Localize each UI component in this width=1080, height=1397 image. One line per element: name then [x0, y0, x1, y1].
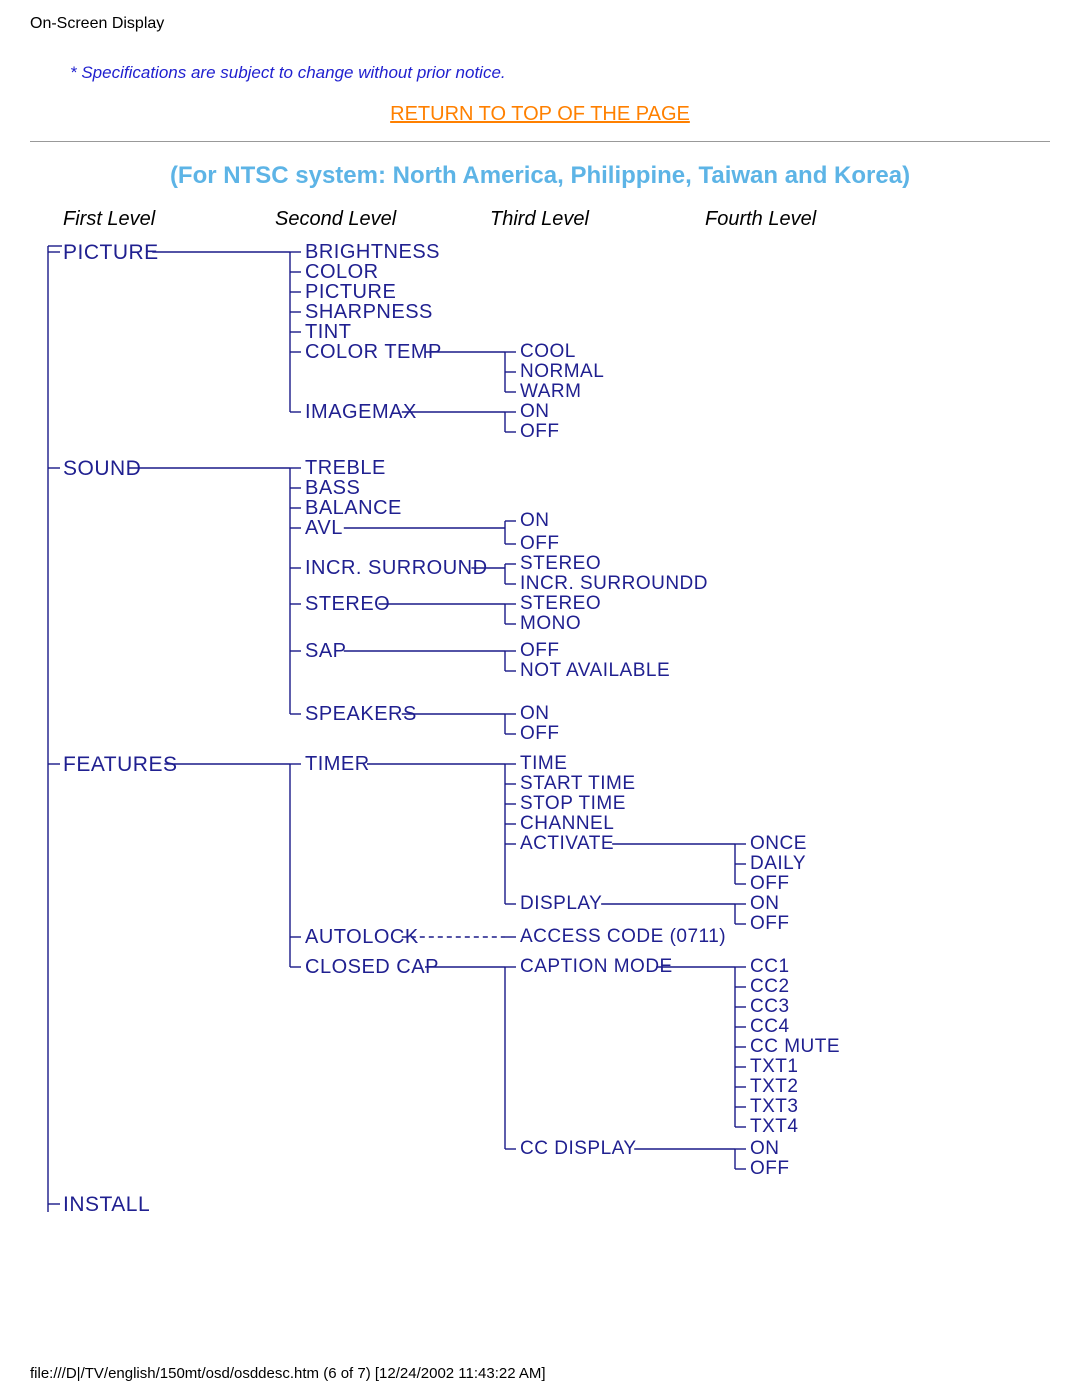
tree-node-disp_on: ON: [750, 893, 780, 915]
tree-node-cool: COOL: [520, 341, 576, 363]
tree-node-imax_on: ON: [520, 401, 550, 423]
tree-node-sap_off: OFF: [520, 640, 560, 662]
tree-node-t_display: DISPLAY: [520, 893, 602, 915]
spec-note: * Specifications are subject to change w…: [70, 63, 1050, 83]
tree-node-incrsur: INCR. SURROUND: [305, 557, 488, 580]
tree-node-t_activate: ACTIVATE: [520, 833, 614, 855]
tree-node-act_daily: DAILY: [750, 853, 806, 875]
tree-node-avl_on: ON: [520, 510, 550, 532]
tree-node-sap: SAP: [305, 640, 347, 663]
tree-node-t_channel: CHANNEL: [520, 813, 614, 835]
section-title: (For NTSC system: North America, Philipp…: [30, 162, 1050, 190]
tree-node-avl: AVL: [305, 517, 343, 540]
tree-node-access: ACCESS CODE (0711): [520, 926, 726, 948]
tree-node-act_once: ONCE: [750, 833, 807, 855]
tree-node-features: FEATURES: [63, 753, 177, 777]
tree-node-ccdisp: CC DISPLAY: [520, 1138, 637, 1160]
tree-node-cc2: CC2: [750, 976, 790, 998]
tree-node-ccd_off: OFF: [750, 1158, 790, 1180]
tree-node-speakers: SPEAKERS: [305, 703, 417, 726]
tree-node-closedcap: CLOSED CAP: [305, 956, 439, 979]
tree-node-txt3: TXT3: [750, 1096, 798, 1118]
tree-node-sap_na: NOT AVAILABLE: [520, 660, 670, 682]
tree-node-txt1: TXT1: [750, 1056, 798, 1078]
tree-node-spk_off: OFF: [520, 723, 560, 745]
tree-node-capmode: CAPTION MODE: [520, 956, 673, 978]
tree-node-colortemp: COLOR TEMP: [305, 341, 442, 364]
tree-node-avl_off: OFF: [520, 533, 560, 555]
tree-node-txt4: TXT4: [750, 1116, 798, 1138]
tree-node-stereo: STEREO: [305, 593, 390, 616]
tree-node-timer: TIMER: [305, 753, 370, 776]
footer-path: file:///D|/TV/english/150mt/osd/osddesc.…: [30, 1365, 546, 1382]
tree-node-imax_off: OFF: [520, 421, 560, 443]
tree-node-t_stop: STOP TIME: [520, 793, 626, 815]
tree-node-autolock: AUTOLOCK: [305, 926, 419, 949]
tree-node-sound: SOUND: [63, 457, 141, 481]
separator: [30, 141, 1050, 142]
tree-node-disp_off: OFF: [750, 913, 790, 935]
tree-node-install: INSTALL: [63, 1193, 150, 1217]
tree-node-st_mono: MONO: [520, 613, 581, 635]
tree-node-warm: WARM: [520, 381, 581, 403]
tree-node-spk_on: ON: [520, 703, 550, 725]
tree-node-is_incr: INCR. SURROUNDD: [520, 573, 708, 595]
tree-node-ccmute: CC MUTE: [750, 1036, 840, 1058]
tree-node-t_start: START TIME: [520, 773, 636, 795]
tree-node-imagemax: IMAGEMAX: [305, 401, 417, 424]
page-header: On-Screen Display: [30, 15, 1050, 33]
tree-node-ccd_on: ON: [750, 1138, 780, 1160]
tree-node-txt2: TXT2: [750, 1076, 798, 1098]
menu-tree: First Level Second Level Third Level Fou…: [30, 208, 1030, 1288]
tree-node-normal: NORMAL: [520, 361, 604, 383]
tree-node-cc4: CC4: [750, 1016, 790, 1038]
tree-node-cc3: CC3: [750, 996, 790, 1018]
tree-node-t_time: TIME: [520, 753, 567, 775]
tree-node-picture: PICTURE: [63, 241, 159, 265]
return-top-link[interactable]: RETURN TO TOP OF THE PAGE: [30, 103, 1050, 126]
tree-node-cc1: CC1: [750, 956, 790, 978]
tree-node-act_off: OFF: [750, 873, 790, 895]
tree-node-st_stereo: STEREO: [520, 593, 601, 615]
tree-node-is_stereo: STEREO: [520, 553, 601, 575]
